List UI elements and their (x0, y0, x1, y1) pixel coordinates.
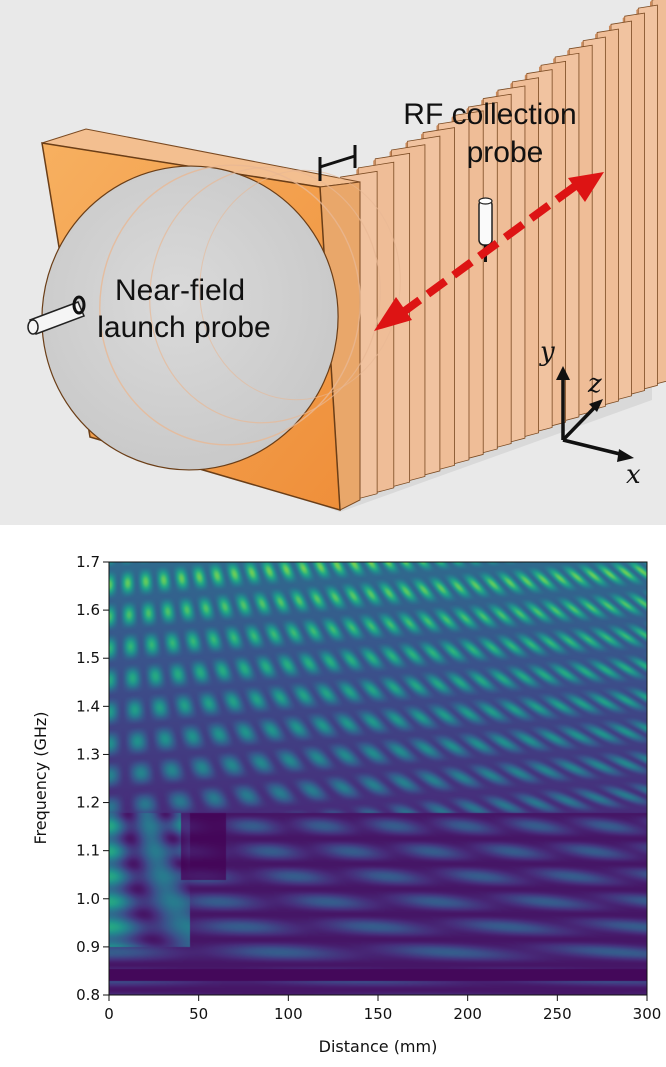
frequency-distance-heatmap: 0 50 100 150 200 250 300 0.8 0.9 1.0 1.1 1.2 1.3 1.4… (0, 530, 666, 1067)
spacing-marker (318, 145, 357, 181)
y-tick-label: 1.6 (76, 601, 100, 619)
heatmap-image-area (109, 562, 647, 995)
x-tick-label: 0 (104, 1005, 114, 1023)
y-tick-label: 1.3 (76, 745, 100, 763)
x-axis-label: Distance (mm) (319, 1037, 438, 1056)
launch-probe-label-line2: launch probe (97, 311, 270, 344)
x-tick-label: 100 (274, 1005, 303, 1023)
collection-probe-label-line1: RF collection (403, 98, 576, 131)
y-tick-label: 1.1 (76, 842, 100, 860)
x-tick-label: 300 (633, 1005, 662, 1023)
y-tick-label: 1.4 (76, 697, 100, 715)
x-axis-ticks: 0 50 100 150 200 250 300 (104, 995, 661, 1023)
x-tick-label: 150 (364, 1005, 393, 1023)
heatmap-canvas (109, 562, 647, 995)
y-tick-label: 1.0 (76, 890, 100, 908)
x-tick-label: 50 (189, 1005, 208, 1023)
plate-stack (338, 0, 666, 504)
waveguide-diagram: Near-field launch probe RF collection pr… (0, 0, 666, 525)
axis-y-label: y (539, 337, 555, 367)
axis-z-label: z (587, 369, 602, 399)
axis-x-label: x (626, 460, 641, 490)
y-tick-label: 0.9 (76, 938, 100, 956)
y-tick-label: 1.7 (76, 553, 100, 571)
collection-probe-label-line2: probe (467, 136, 544, 169)
y-tick-label: 0.8 (76, 986, 100, 1004)
y-axis-label: Frequency (GHz) (31, 711, 50, 844)
launch-probe-icon (27, 295, 86, 335)
scan-direction-arrow (374, 172, 604, 331)
front-plate (41, 128, 401, 512)
y-tick-label: 1.2 (76, 794, 100, 812)
y-tick-label: 1.5 (76, 649, 100, 667)
coordinate-axes (556, 366, 634, 462)
y-axis-ticks: 0.8 0.9 1.0 1.1 1.2 1.3 1.4 1.5 1.6 1.7 (76, 553, 109, 1004)
launch-probe-label-line1: Near-field (115, 274, 245, 307)
x-tick-label: 250 (543, 1005, 572, 1023)
x-tick-label: 200 (453, 1005, 482, 1023)
